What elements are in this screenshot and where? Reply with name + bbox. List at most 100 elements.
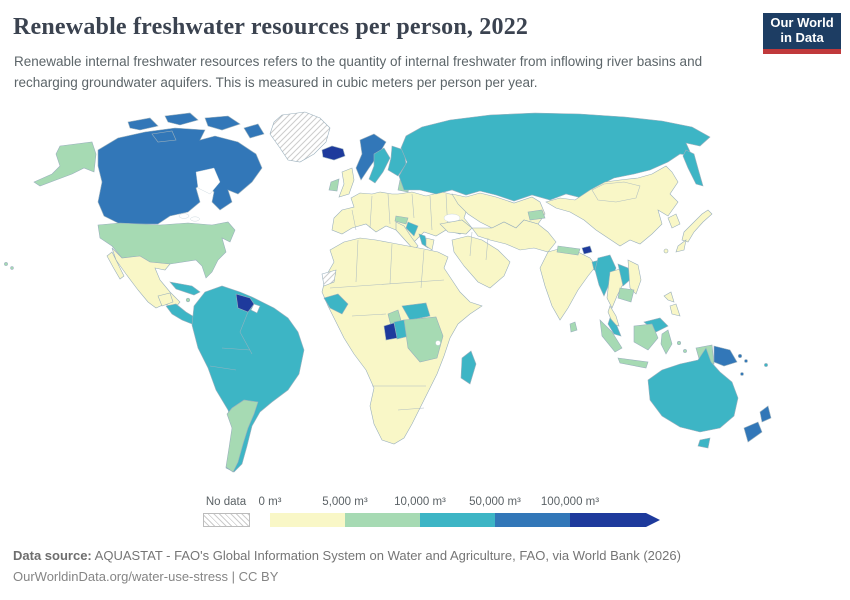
country-hawaii-usa[interactable] — [4, 262, 8, 266]
country-indonesia-moluccas[interactable] — [676, 341, 681, 346]
country-solomon-islands[interactable] — [737, 354, 742, 359]
country-argentina-paraguay[interactable] — [225, 399, 259, 473]
country-madagascar[interactable] — [460, 350, 477, 385]
country-indonesia-java[interactable] — [617, 357, 649, 369]
owid-logo[interactable]: Our World in Data — [763, 13, 841, 54]
legend-swatch-band0[interactable] — [270, 513, 345, 527]
country-greece[interactable] — [425, 237, 435, 251]
country-austria-slovenia[interactable] — [394, 215, 409, 225]
country-canada[interactable] — [97, 127, 263, 225]
legend-tick-3: 50,000 m³ — [469, 496, 521, 508]
country-iceland[interactable] — [321, 145, 346, 161]
country-sri-lanka[interactable] — [569, 321, 578, 333]
country-philippines[interactable] — [663, 291, 675, 303]
legend-tick-1: 5,000 m³ — [322, 496, 368, 508]
country-russia[interactable] — [398, 112, 711, 202]
country-new-zealand-south[interactable] — [743, 421, 763, 443]
legend-tick-0: 0 m³ — [258, 496, 282, 508]
country-canada-arctic-island[interactable] — [243, 123, 265, 139]
country-south-korea[interactable] — [667, 213, 681, 229]
country-south-america-main[interactable] — [191, 285, 305, 473]
great-lakes — [190, 216, 200, 222]
country-united-kingdom[interactable] — [338, 167, 355, 198]
legend-no-data-swatch[interactable] — [203, 513, 250, 527]
country-greenland[interactable] — [269, 111, 331, 163]
map-legend: No data 0 m³ 5,000 m³ 10,000 m³ 50,000 m… — [0, 494, 850, 534]
country-indonesia-sulawesi[interactable] — [660, 329, 673, 355]
country-canada-arctic-island[interactable] — [151, 130, 177, 143]
legend-tick-4: 100,000 m³ — [540, 496, 600, 508]
country-new-zealand-north[interactable] — [759, 405, 772, 423]
country-dr-congo[interactable] — [403, 316, 444, 363]
country-solomon-islands[interactable] — [744, 359, 748, 363]
country-guyana-suriname[interactable] — [235, 293, 255, 313]
legend-swatch-band3[interactable] — [495, 513, 570, 527]
legend-color-bar — [270, 513, 660, 527]
owid-logo-line1: Our World — [770, 15, 834, 31]
country-taiwan[interactable] — [663, 248, 669, 254]
country-border-mongolia — [591, 181, 641, 203]
country-japan[interactable] — [681, 209, 713, 243]
country-canada-arctic-island[interactable] — [204, 115, 241, 131]
country-indonesia-sumatra[interactable] — [599, 319, 623, 353]
country-africa-main[interactable] — [321, 237, 483, 445]
owid-logo-line2: in Data — [780, 30, 824, 45]
legend-swatch-band2[interactable] — [420, 513, 495, 527]
country-bhutan[interactable] — [581, 245, 593, 255]
country-jamaica[interactable] — [185, 297, 191, 303]
world-map — [0, 110, 850, 485]
country-ireland[interactable] — [328, 178, 340, 192]
country-borders-middle-east — [469, 231, 489, 261]
country-norway[interactable] — [355, 133, 387, 181]
lake-victoria — [435, 340, 441, 346]
country-canada-arctic-island[interactable] — [164, 112, 199, 126]
legend-swatch-band4-arrow[interactable] — [570, 513, 660, 527]
country-iran-afghanistan-pakistan[interactable] — [471, 219, 557, 253]
country-malaysia-peninsula[interactable] — [607, 317, 622, 337]
country-cuba[interactable] — [169, 281, 201, 296]
country-arabia[interactable] — [451, 235, 511, 289]
footer-source-label: Data source: — [13, 548, 92, 563]
country-cambodia[interactable] — [617, 287, 635, 303]
country-borders-africa — [329, 239, 445, 411]
country-japan-south[interactable] — [675, 239, 687, 253]
country-vietnam[interactable] — [627, 259, 642, 295]
country-vanuatu[interactable] — [740, 372, 744, 376]
country-turkey[interactable] — [439, 219, 473, 235]
page-subtitle: Renewable internal freshwater resources … — [14, 54, 703, 90]
country-western-sahara[interactable] — [321, 269, 337, 287]
country-yucatan-mexico[interactable] — [157, 292, 174, 307]
country-indonesia-kalimantan[interactable] — [633, 323, 659, 351]
country-indonesia-moluccas[interactable] — [683, 349, 687, 353]
country-russia-kamchatka[interactable] — [682, 149, 704, 187]
footer-source-line: Data source: AQUASTAT - FAO's Global Inf… — [13, 545, 833, 566]
country-hawaii-usa[interactable] — [10, 266, 14, 270]
country-french-guiana[interactable] — [250, 303, 261, 314]
country-nepal[interactable] — [556, 245, 581, 256]
country-papua-new-guinea[interactable] — [713, 345, 738, 367]
country-fiji[interactable] — [764, 363, 768, 367]
footer-license-line[interactable]: OurWorldinData.org/water-use-stress | CC… — [13, 569, 279, 584]
country-canada-arctic-island[interactable] — [127, 117, 159, 131]
country-mexico[interactable] — [111, 247, 181, 309]
country-central-african-republic[interactable] — [401, 302, 431, 321]
country-alaska-usa[interactable] — [33, 141, 97, 187]
country-sweden[interactable] — [368, 147, 391, 184]
footer-source-text: AQUASTAT - FAO's Global Information Syst… — [94, 548, 681, 563]
country-tasmania[interactable] — [697, 437, 711, 449]
country-australia[interactable] — [647, 347, 739, 433]
legend-no-data-label: No data — [205, 496, 247, 508]
hudson-bay — [195, 167, 221, 195]
country-gabon[interactable] — [383, 322, 398, 341]
country-myanmar[interactable] — [594, 254, 617, 297]
legend-swatch-band1[interactable] — [345, 513, 420, 527]
country-china-mongolia[interactable] — [545, 165, 679, 247]
footer: Data source: AQUASTAT - FAO's Global Inf… — [13, 545, 833, 587]
country-india[interactable] — [539, 247, 597, 321]
country-guinea-sierra-leone-liberia[interactable] — [323, 293, 349, 315]
country-mexico-baja[interactable] — [106, 251, 125, 280]
legend-tick-2: 10,000 m³ — [394, 496, 446, 508]
country-philippines-south[interactable] — [669, 303, 681, 317]
country-kyrgyzstan[interactable] — [527, 209, 546, 221]
country-croatia-bosnia[interactable] — [405, 221, 419, 237]
